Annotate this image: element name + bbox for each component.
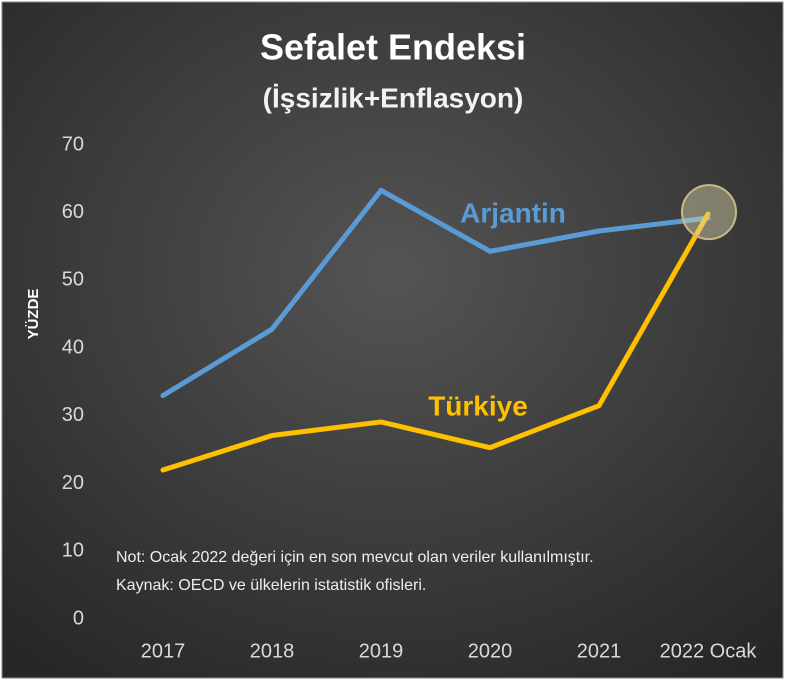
y-axis-label: YÜZDE xyxy=(25,289,42,340)
x-tick-label: 2020 xyxy=(468,640,513,662)
y-tick-label: 50 xyxy=(62,269,84,291)
x-tick-label: 2022 Ocak xyxy=(660,640,758,662)
x-tick-label: 2017 xyxy=(141,640,186,662)
chart-title: Sefalet Endeksi xyxy=(260,27,526,68)
y-tick-label: 40 xyxy=(62,336,84,358)
highlight-circle xyxy=(681,184,737,241)
y-tick-label: 0 xyxy=(73,607,84,629)
y-tick-label: 10 xyxy=(62,540,84,562)
y-tick-label: 60 xyxy=(62,201,84,223)
x-tick-label: 2018 xyxy=(250,640,295,662)
series-line xyxy=(160,187,711,399)
x-tick-label: 2021 xyxy=(577,640,622,662)
note: Not: Ocak 2022 değeri için en son mevcut… xyxy=(116,549,594,566)
chart-subtitle: (İşsizlik+Enflasyon) xyxy=(263,82,524,113)
y-tick-label: 20 xyxy=(62,472,84,494)
series-line xyxy=(160,211,711,473)
series-label: Arjantin xyxy=(460,197,566,228)
y-tick-label: 30 xyxy=(62,404,84,426)
series-label: Türkiye xyxy=(428,390,528,421)
note: Kaynak: OECD ve ülkelerin istatistik ofi… xyxy=(116,577,426,594)
x-tick-label: 2019 xyxy=(359,640,404,662)
y-tick-label: 70 xyxy=(62,133,84,155)
